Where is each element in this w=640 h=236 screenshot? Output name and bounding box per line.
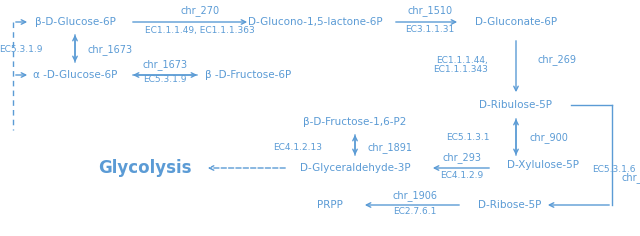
- Text: EC5.3.1.9: EC5.3.1.9: [0, 46, 43, 55]
- Text: β -D-Fructose-6P: β -D-Fructose-6P: [205, 70, 291, 80]
- Text: chr_269: chr_269: [537, 55, 576, 65]
- Text: D-Glyceraldehyde-3P: D-Glyceraldehyde-3P: [300, 163, 410, 173]
- Text: EC1.1.1.44,: EC1.1.1.44,: [436, 55, 488, 64]
- Text: EC3.1.1.31: EC3.1.1.31: [405, 25, 454, 34]
- Text: D-Gluconate-6P: D-Gluconate-6P: [475, 17, 557, 27]
- Text: D-Xylulose-5P: D-Xylulose-5P: [507, 160, 579, 170]
- Text: chr_1815: chr_1815: [622, 173, 640, 183]
- Text: chr_1673: chr_1673: [143, 59, 188, 71]
- Text: chr_1906: chr_1906: [392, 190, 438, 202]
- Text: EC4.1.2.9: EC4.1.2.9: [440, 170, 484, 180]
- Text: β-D-Fructose-1,6-P2: β-D-Fructose-1,6-P2: [303, 117, 406, 127]
- Text: EC4.1.2.13: EC4.1.2.13: [273, 143, 322, 152]
- Text: PRPP: PRPP: [317, 200, 343, 210]
- Text: EC1.1.1.343: EC1.1.1.343: [433, 66, 488, 75]
- Text: α -D-Glucose-6P: α -D-Glucose-6P: [33, 70, 117, 80]
- Text: EC5.3.1.9: EC5.3.1.9: [143, 76, 187, 84]
- Text: chr_1510: chr_1510: [408, 6, 452, 17]
- Text: chr_1673: chr_1673: [88, 45, 133, 55]
- Text: D-Ribose-5P: D-Ribose-5P: [478, 200, 541, 210]
- Text: chr_270: chr_270: [180, 6, 220, 17]
- Text: chr_293: chr_293: [442, 152, 481, 164]
- Text: β-D-Glucose-6P: β-D-Glucose-6P: [35, 17, 115, 27]
- Text: EC2.7.6.1: EC2.7.6.1: [394, 207, 436, 216]
- Text: EC5.1.3.1: EC5.1.3.1: [447, 134, 490, 143]
- Text: D-Ribulose-5P: D-Ribulose-5P: [479, 100, 552, 110]
- Text: chr_1891: chr_1891: [368, 143, 413, 153]
- Text: EC5.3.1.6: EC5.3.1.6: [592, 165, 636, 174]
- Text: EC1.1.1.49, EC1.1.1.363: EC1.1.1.49, EC1.1.1.363: [145, 25, 255, 34]
- Text: D-Glucono-1,5-lactone-6P: D-Glucono-1,5-lactone-6P: [248, 17, 382, 27]
- Text: chr_900: chr_900: [530, 133, 569, 143]
- Text: Glycolysis: Glycolysis: [99, 159, 192, 177]
